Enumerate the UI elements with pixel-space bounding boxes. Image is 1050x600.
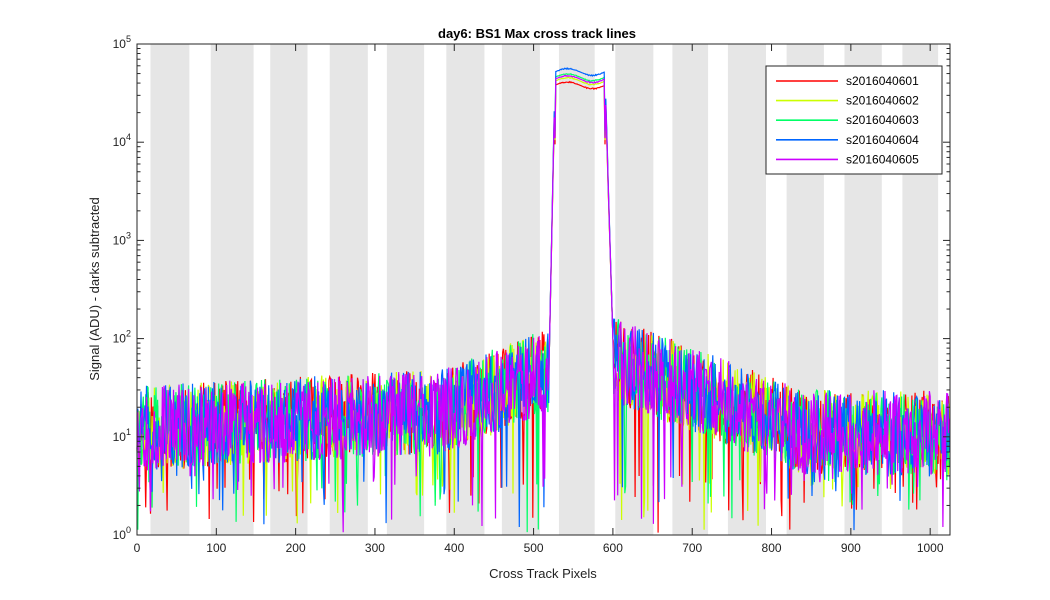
x-tick-label: 200 bbox=[286, 541, 306, 555]
x-tick-label: 600 bbox=[603, 541, 623, 555]
y-tick-label: 101 bbox=[113, 427, 131, 444]
x-tick-label: 1000 bbox=[917, 541, 944, 555]
x-tick-label: 300 bbox=[365, 541, 385, 555]
y-tick-label: 102 bbox=[113, 329, 131, 346]
x-axis-label: Cross Track Pixels bbox=[489, 566, 597, 581]
legend-entry-label: s2016040605 bbox=[846, 152, 919, 166]
shaded-band-7 bbox=[501, 44, 540, 535]
y-axis-label: Signal (ADU) - darks subtracted bbox=[87, 197, 102, 381]
x-tick-label: 400 bbox=[444, 541, 464, 555]
legend-entry-label: s2016040602 bbox=[846, 94, 919, 108]
x-tick-label: 900 bbox=[841, 541, 861, 555]
y-tick-label: 104 bbox=[113, 132, 131, 149]
y-tick-label: 103 bbox=[113, 230, 131, 247]
legend-entry-label: s2016040603 bbox=[846, 113, 919, 127]
legend-entry-label: s2016040604 bbox=[846, 133, 919, 147]
x-tick-label: 100 bbox=[206, 541, 226, 555]
legend: s2016040601 s2016040602 s2016040603 s201604… bbox=[765, 65, 943, 175]
y-tick-label: 100 bbox=[113, 525, 131, 542]
x-tick-label: 800 bbox=[762, 541, 782, 555]
x-tick-label: 500 bbox=[524, 541, 544, 555]
series-lines bbox=[136, 67, 950, 533]
chart-title: day6: BS1 Max cross track lines bbox=[438, 26, 636, 41]
axes: 0 100 200 300 400 500 600 700 800 900 100010010110… bbox=[113, 34, 951, 555]
x-tick-label: 0 bbox=[134, 541, 141, 555]
plot-box bbox=[136, 43, 951, 536]
y-tick-label: 105 bbox=[113, 34, 131, 51]
x-tick-label: 700 bbox=[682, 541, 702, 555]
shaded-band-8 bbox=[558, 44, 595, 535]
series-line-5 bbox=[136, 74, 950, 533]
legend-entry-label: s2016040601 bbox=[846, 74, 919, 88]
